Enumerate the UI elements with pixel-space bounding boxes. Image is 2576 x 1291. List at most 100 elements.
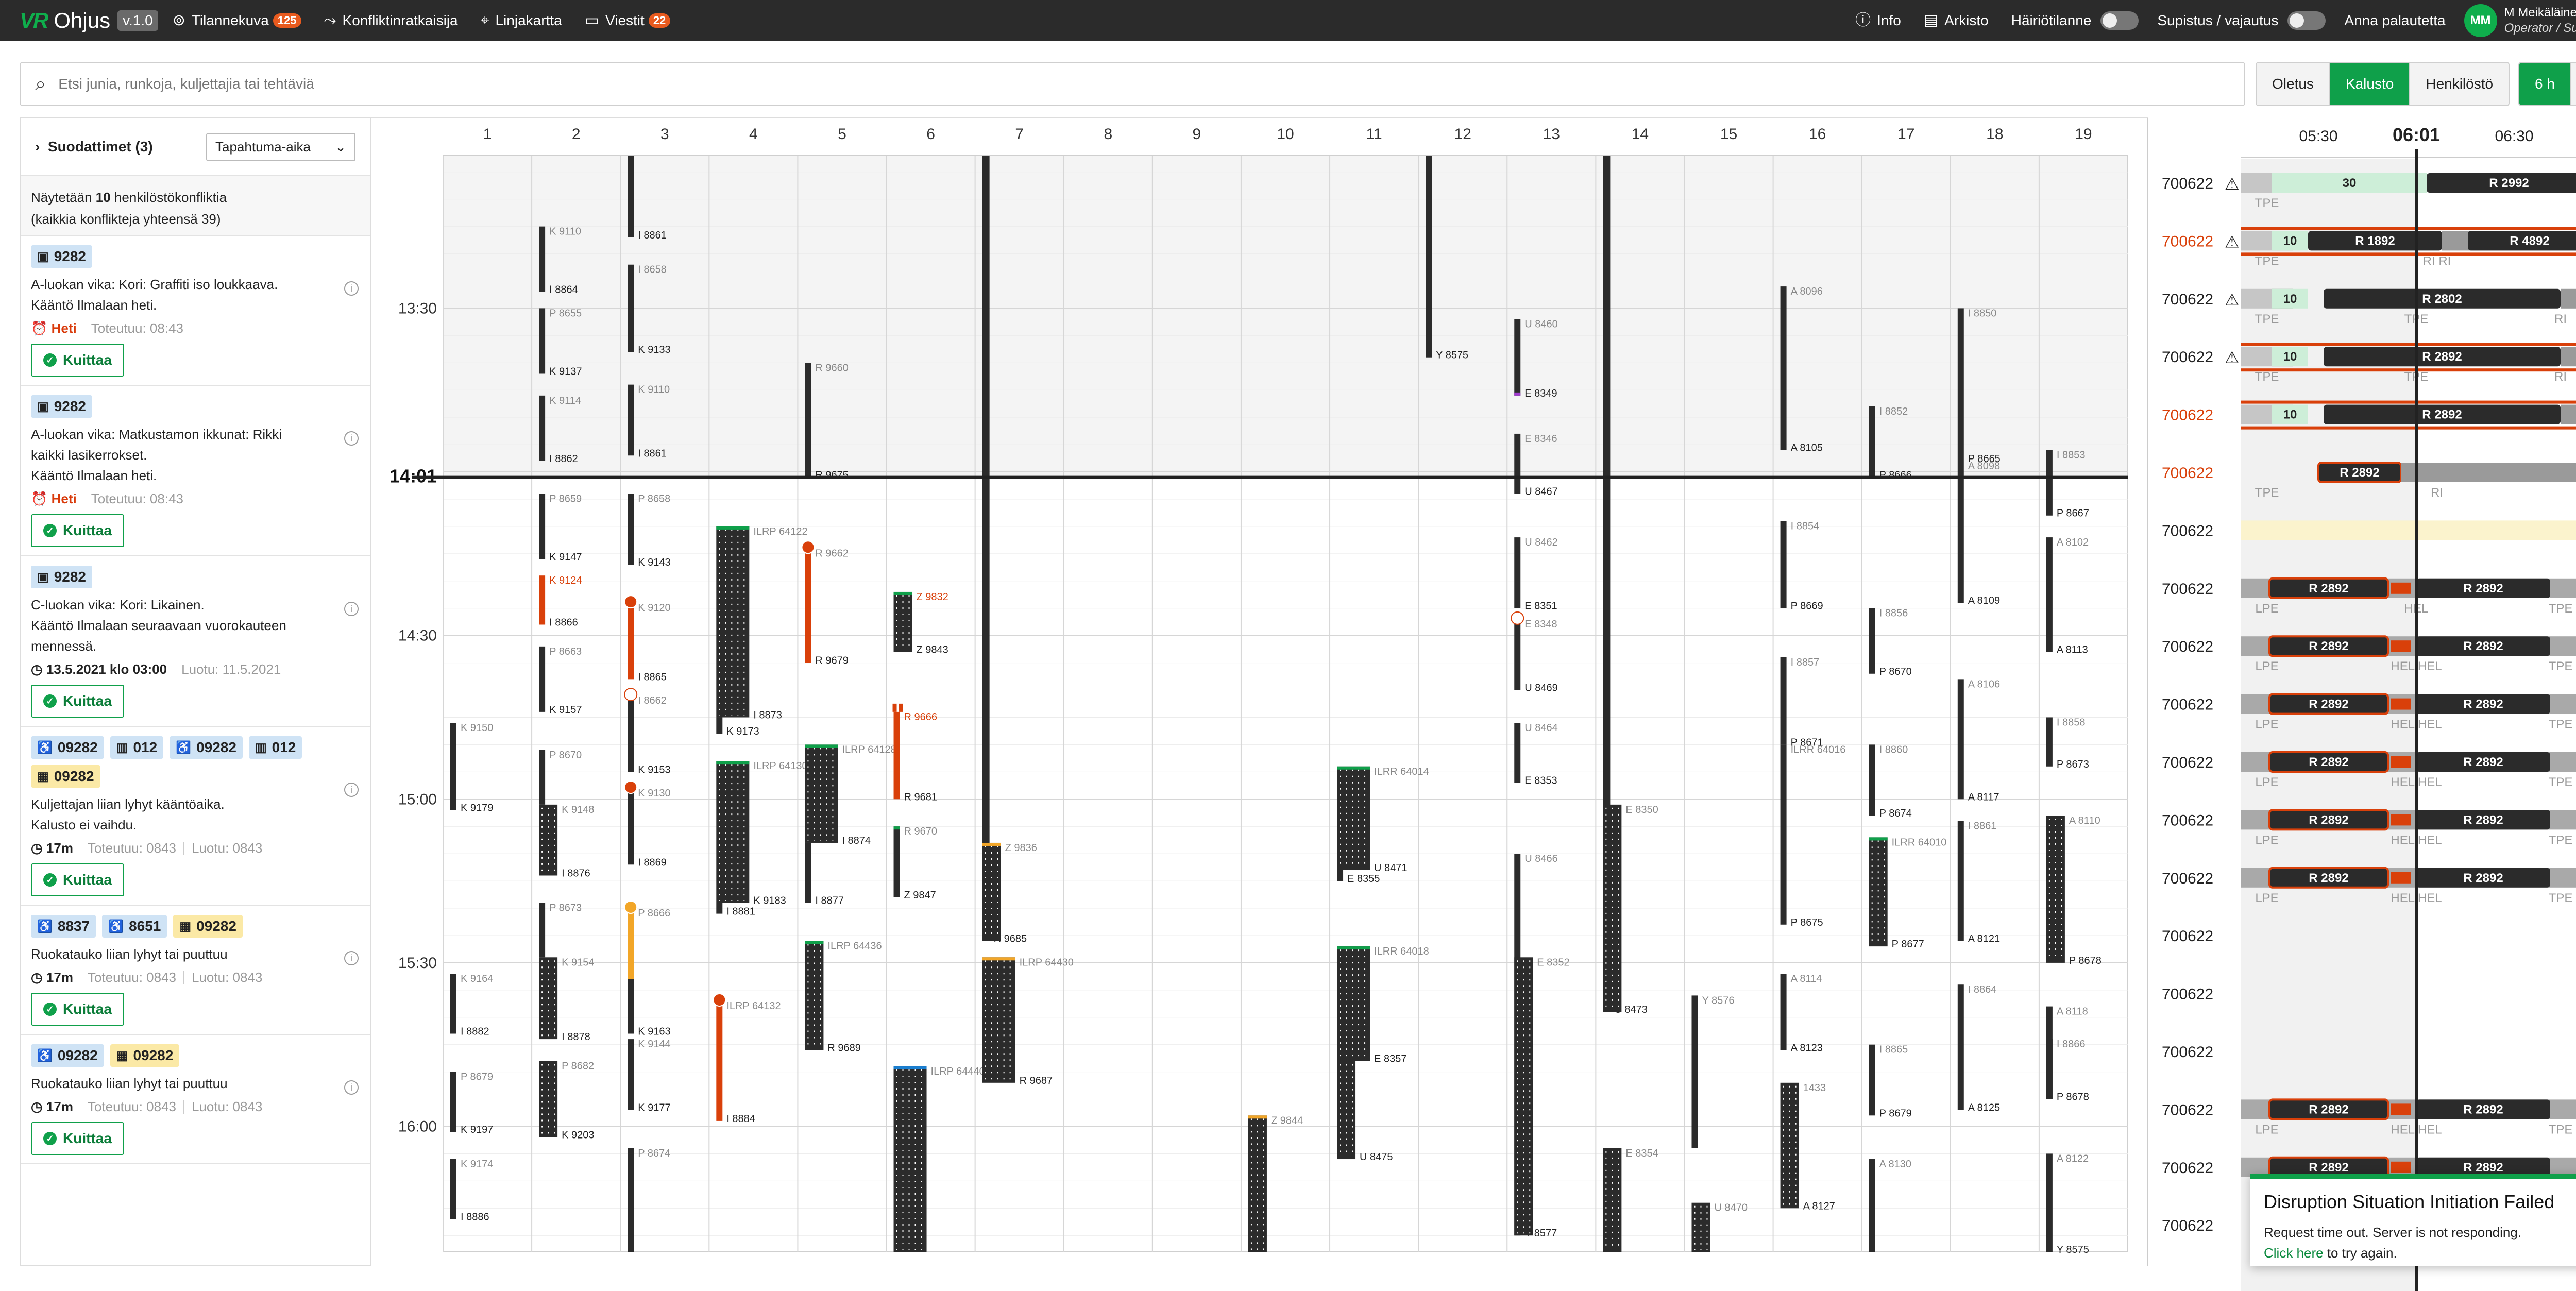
conflict-card[interactable]: ♿ 09282 ▦ 09282 Ruokatauko liian lyhyt tai p…: [21, 1035, 370, 1164]
turnaround-conflict[interactable]: [2391, 698, 2411, 710]
vehicle-task-bar[interactable]: K 9110 I 8864: [539, 226, 581, 296]
idle-segment[interactable]: [2272, 347, 2308, 367]
vehicle-task-bar[interactable]: ILRP 64436 R 9689: [805, 941, 882, 1054]
vehicle-task-bar[interactable]: U 8464 E 8353: [1514, 722, 1558, 787]
unit-id[interactable]: 700622: [2162, 812, 2213, 829]
vehicle-task-bar[interactable]: ILRR 64018 E 8357: [1337, 946, 1429, 1064]
warning-icon[interactable]: ⚠: [2225, 290, 2240, 310]
vehicle-task-bar[interactable]: P 8658 K 9143: [628, 493, 671, 568]
filters-toggle[interactable]: › Suodattimet (3): [35, 139, 153, 155]
unit-id[interactable]: 700622: [2162, 754, 2213, 771]
nav-item-tilannekuva[interactable]: ⊚ Tilannekuva 125: [173, 12, 301, 29]
resource-chip[interactable]: ▣ 9282: [31, 245, 92, 268]
vehicle-task-bar[interactable]: K 9144 K 9177: [628, 1039, 671, 1114]
train-segment[interactable]: [2268, 751, 2389, 773]
acknowledge-button[interactable]: ✓ Kuittaa: [31, 1122, 124, 1155]
unit-id[interactable]: 700622: [2162, 291, 2213, 308]
column-header[interactable]: 7: [1015, 126, 1024, 143]
column-header[interactable]: 13: [1543, 126, 1560, 143]
train-segment[interactable]: [2324, 288, 2561, 309]
nav-item-konfliktinratkaisija[interactable]: ⤳ Konfliktinratkaisija: [324, 12, 458, 29]
vehicle-task-bar[interactable]: ILRR 64010 P 8677: [1869, 837, 1947, 950]
vehicle-task-bar[interactable]: K 9174 I 8886: [450, 1159, 493, 1222]
conflict-card[interactable]: ♿ 8837 ♿ 8651 ▦ 09282 Ruokatauko liian lyhyt t…: [21, 906, 370, 1035]
idle-segment[interactable]: [2272, 231, 2308, 251]
vehicle-task-bar[interactable]: P 8655 K 9137: [539, 308, 582, 377]
turnaround-conflict[interactable]: [2391, 1103, 2411, 1115]
resource-chip[interactable]: ▥ 012: [248, 736, 302, 759]
info-icon[interactable]: i: [344, 783, 359, 797]
unit-id[interactable]: 700622: [2162, 1217, 2213, 1234]
unit-id[interactable]: 700622: [2162, 522, 2213, 539]
unit-id[interactable]: 700622: [2162, 581, 2213, 598]
vehicle-task-bar[interactable]: K 9130 I 8869: [624, 780, 671, 868]
range-12h[interactable]: 12 h: [2571, 63, 2576, 105]
vehicle-task-bar[interactable]: K 9148 I 8876: [539, 804, 594, 879]
conflict-badge-icon[interactable]: [624, 595, 638, 609]
vehicle-task-bar[interactable]: ILRP 64130 K 9183: [716, 760, 808, 906]
vehicle-task-bar[interactable]: R 9666 R 9681: [892, 703, 938, 803]
vehicle-task-bar[interactable]: Z 9836: [982, 842, 1037, 941]
vehicle-task-bar[interactable]: A 8096 A 8105: [1780, 286, 1823, 454]
train-segment[interactable]: [2268, 693, 2389, 715]
vehicle-task-bar[interactable]: Z 9844: [1248, 1115, 1303, 1252]
vehicle-task-bar[interactable]: E 8355: [1337, 870, 1380, 885]
vehicle-task-bar[interactable]: U 8460 E 8349: [1514, 319, 1558, 399]
conflict-card[interactable]: ▣ 9282 A-luokan vika: Matkustamon ikkunat:…: [21, 386, 370, 556]
column-header[interactable]: 6: [926, 126, 935, 143]
train-segment[interactable]: [2268, 1098, 2389, 1120]
idle-segment[interactable]: [2272, 404, 2308, 424]
view-mode-kalusto[interactable]: Kalusto: [2330, 63, 2411, 105]
vehicle-task-bar[interactable]: U 8470: [1691, 1202, 1748, 1252]
reserve-segment[interactable]: [2241, 520, 2576, 540]
vehicle-task-bar[interactable]: ILRP 64122 I 8873: [716, 526, 808, 721]
train-segment[interactable]: [2427, 173, 2576, 193]
view-mode-oletus[interactable]: Oletus: [2257, 63, 2330, 105]
view-mode-henkilöstö[interactable]: Henkilöstö: [2410, 63, 2509, 105]
warning-icon[interactable]: ⚠: [2225, 232, 2240, 251]
vehicle-task-bar[interactable]: A 8106 A 8117: [1957, 678, 2000, 803]
vehicle-task-bar[interactable]: I 8853 P 8667: [2046, 450, 2089, 519]
unit-id[interactable]: 700622: [2162, 349, 2213, 366]
conflict-card[interactable]: ▣ 9282 C-luokan vika: Kori: Likainen. Käänt…: [21, 556, 370, 727]
vehicle-task-bar[interactable]: I 8877: [805, 842, 844, 906]
train-segment[interactable]: [2416, 752, 2550, 772]
column-header[interactable]: 3: [660, 126, 669, 143]
vehicle-task-bar[interactable]: P 8666: [624, 901, 670, 979]
acknowledge-button[interactable]: ✓ Kuittaa: [31, 344, 124, 377]
unit-id[interactable]: 700622: [2162, 233, 2213, 250]
vehicle-task-bar[interactable]: A 8122 Y 8575: [2046, 1153, 2089, 1255]
conflict-badge-icon[interactable]: [624, 780, 638, 794]
acknowledge-button[interactable]: ✓ Kuittaa: [31, 685, 124, 718]
resource-chip[interactable]: ▦ 09282: [110, 1044, 180, 1067]
vehicle-task-bar[interactable]: P 8663 K 9157: [539, 646, 582, 716]
info-icon[interactable]: i: [344, 1080, 359, 1095]
vehicle-task-bar[interactable]: P 8659 K 9147: [539, 493, 582, 563]
column-header[interactable]: 18: [1986, 126, 2003, 143]
train-segment[interactable]: [2268, 635, 2389, 657]
info-icon[interactable]: i: [344, 281, 359, 296]
train-segment[interactable]: [2416, 694, 2550, 714]
vehicle-task-bar[interactable]: ILRP 64128 I 8874: [805, 744, 896, 846]
resource-chip[interactable]: ▥ 012: [110, 736, 164, 759]
column-header[interactable]: 10: [1277, 126, 1294, 143]
conflict-badge-icon[interactable]: [624, 688, 638, 702]
search-input[interactable]: [58, 76, 2068, 92]
vehicle-task-bar[interactable]: R 9685: [982, 156, 1027, 945]
vehicle-task-bar[interactable]: R 9670 Z 9847: [893, 826, 938, 901]
info-icon[interactable]: i: [344, 951, 359, 965]
vehicle-task-bar[interactable]: K 9154 I 8878: [539, 957, 594, 1043]
vehicle-task-bar[interactable]: P 8673: [539, 902, 582, 958]
vehicle-task-bar[interactable]: I 8860 P 8674: [1869, 744, 1912, 819]
column-header[interactable]: 19: [2075, 126, 2092, 143]
vehicle-task-bar[interactable]: ILRP 64440: [893, 1066, 985, 1252]
turnaround-conflict[interactable]: [2391, 814, 2411, 826]
unit-id[interactable]: 700622: [2162, 465, 2213, 482]
info-icon[interactable]: i: [344, 431, 359, 446]
acknowledge-button[interactable]: ✓ Kuittaa: [31, 514, 124, 547]
unit-id[interactable]: 700622: [2162, 638, 2213, 655]
app-logo[interactable]: VR Ohjus v.1.0: [20, 8, 158, 33]
train-segment[interactable]: [2268, 867, 2389, 889]
vehicle-task-bar[interactable]: P 8682 K 9203: [539, 1060, 594, 1141]
vehicle-task-bar[interactable]: I 8858 P 8673: [2046, 717, 2089, 770]
